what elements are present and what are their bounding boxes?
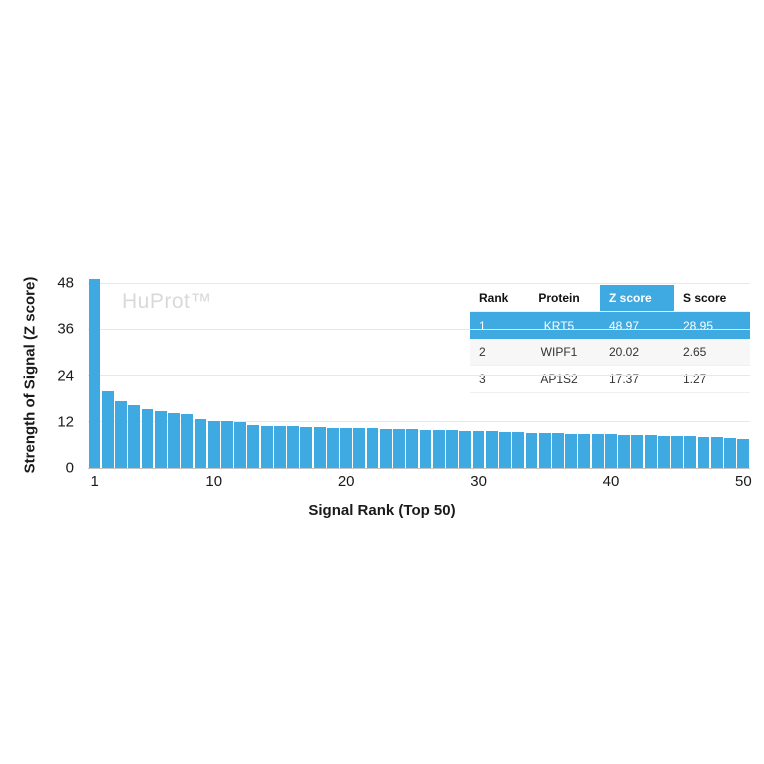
table-cell-protein: WIPF1 [540,345,578,359]
x-tick-label-10: 10 [205,473,223,490]
bar-rank-12 [234,421,247,468]
bar-rank-5 [141,409,154,468]
bar-rank-22 [366,428,379,468]
bar-rank-6 [154,410,167,468]
bar-rank-19 [326,427,339,468]
bar-rank-9 [194,419,207,468]
bar-rank-24 [393,429,405,468]
bar-rank-2 [101,390,114,468]
plot-area: HuProt™ Rank Protein Z score S score 1 KRT5 48… [88,279,750,469]
bar-rank-33 [512,432,525,468]
bar-rank-27 [432,430,445,468]
bar-rank-11 [221,421,233,468]
table-header-row: Rank Protein Z score S score [470,285,750,312]
bar-rank-47 [697,436,710,468]
table-header-z-score: Z score [600,285,674,311]
bar-rank-26 [419,429,432,468]
bar-rank-23 [379,428,392,468]
y-tick-label-0: 0 [65,459,74,477]
bar-rank-45 [671,436,683,468]
y-tick-label-12: 12 [57,413,74,431]
bar-rank-35 [538,432,551,468]
bar-rank-7 [168,412,180,468]
bar-rank-15 [273,426,286,468]
gridline-y-48 [88,282,750,284]
x-tick-label-40: 40 [602,473,620,490]
x-axis-tick-labels: 1 10 20 30 40 50 [88,473,752,494]
bar-rank-16 [287,426,300,468]
bar-rank-13 [247,424,260,468]
table-cell-z-score: 48.97 [609,318,640,333]
bar-rank-34 [525,432,538,468]
bar-rank-46 [684,436,697,468]
bar-rank-30 [472,431,485,468]
bar-rank-21 [353,428,366,468]
table-cell-s-score: 2.65 [683,345,707,359]
table-row-rank-2: 2 WIPF1 20.02 2.65 [470,339,750,366]
table-cell-rank: 2 [479,345,486,359]
x-tick-label-1: 1 [90,473,99,490]
table-row-rank-3: 3 AP1S2 17.37 1.27 [470,366,750,393]
bar-rank-18 [313,427,326,468]
bar-rank-20 [340,427,352,468]
bar-rank-40 [604,434,617,468]
table-cell-z-score: 20.02 [609,345,640,359]
bar-rank-25 [406,429,419,468]
top-ranks-table: Rank Protein Z score S score 1 KRT5 48.97 28.95… [470,285,750,393]
table-cell-rank: 1 [479,318,486,333]
bar-rank-38 [578,434,591,468]
bar-rank-17 [300,426,313,468]
table-cell-rank: 3 [479,372,486,386]
gridline-y-12 [88,421,750,423]
x-axis-title: Signal Rank (Top 50) [308,502,456,519]
bar-rank-14 [260,425,273,468]
y-tick-label-24: 24 [57,367,74,384]
table-header-protein: Protein [538,291,580,305]
bar-rank-31 [485,431,498,468]
table-row-rank-1: 1 KRT5 48.97 28.95 [470,312,750,339]
bar-rank-50 [737,439,750,468]
y-tick-label-36: 36 [57,320,74,338]
bar-rank-39 [591,434,604,468]
table-header-rank: Rank [479,291,509,305]
x-tick-label-20: 20 [337,473,355,490]
bar-rank-8 [181,414,194,468]
bar-rank-49 [724,437,736,468]
gridline-y-24 [88,375,750,376]
bar-rank-32 [499,431,511,468]
bar-rank-29 [459,430,472,468]
bar-rank-42 [631,435,644,468]
bar-rank-43 [644,435,657,468]
x-tick-label-50: 50 [735,473,752,490]
bar-rank-44 [657,435,670,468]
bar-rank-37 [565,433,578,468]
x-tick-label-30: 30 [470,473,487,490]
y-tick-label-48: 48 [57,274,74,292]
bar-rank-4 [128,405,141,468]
bar-rank-10 [207,420,220,468]
table-cell-protein: KRT5 [543,318,575,333]
gridline-y-36 [88,328,750,330]
y-axis-tick-labels: 0 12 24 36 48 [36,276,80,476]
bar-rank-36 [552,433,564,468]
table-header-s-score: S score [683,291,727,305]
huprot-watermark: HuProt™ [122,290,212,313]
bar-rank-3 [115,401,127,468]
bar-rank-1 [88,279,101,468]
bar-rank-41 [618,434,631,468]
bar-rank-28 [446,430,458,468]
table-cell-z-score: 17.37 [609,372,640,386]
table-cell-s-score: 28.95 [683,318,714,333]
bar-rank-48 [710,437,723,468]
